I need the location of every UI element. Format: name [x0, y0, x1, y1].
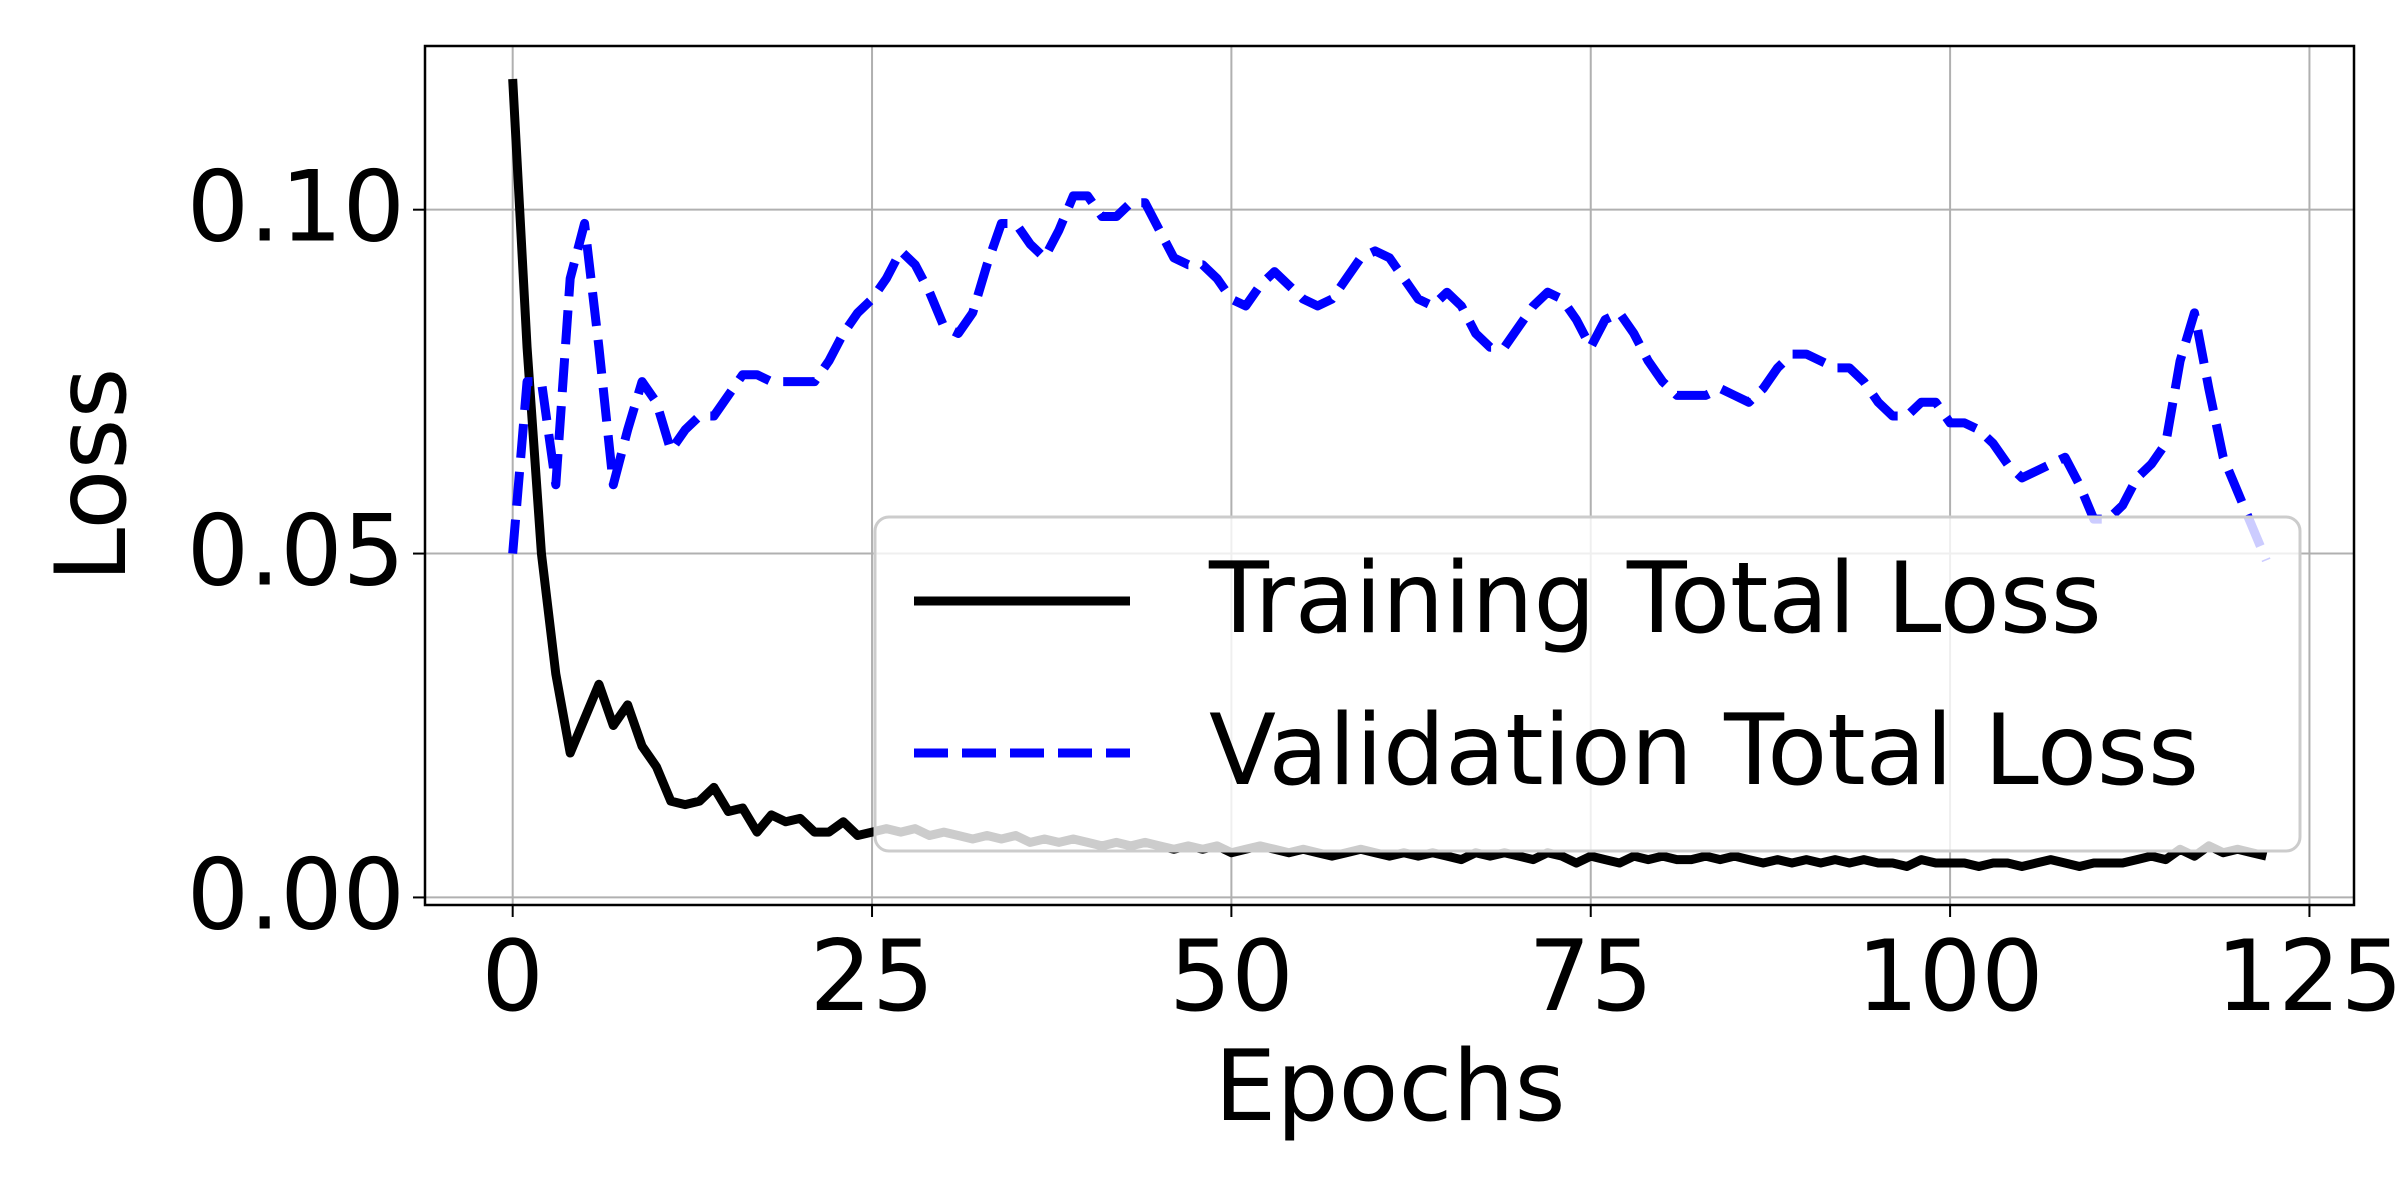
series-line	[508, 191, 2271, 563]
x-tick-label: 75	[1528, 920, 1653, 1034]
x-tick-label: 100	[1857, 920, 2044, 1034]
grid	[425, 46, 2354, 905]
ticks: 0 25 50 75 100 125 0.00 0.05 0.10	[187, 151, 2400, 1034]
series-line	[508, 78, 2268, 871]
x-tick-label: 0	[482, 920, 544, 1034]
y-tick-label: 0.05	[187, 494, 405, 608]
plot	[508, 78, 2271, 871]
legend: Training Total Loss Validation Total Loss	[873, 515, 2302, 853]
x-tick-label: 25	[810, 920, 935, 1034]
legend-label: Training Total Loss	[1208, 542, 2102, 656]
axes-frame	[423, 44, 2356, 907]
legend-box	[873, 515, 2302, 853]
x-tick-label: 125	[2216, 920, 2400, 1034]
x-axis-label: Epochs	[1214, 1030, 1565, 1144]
x-tick-label: 50	[1169, 920, 1294, 1034]
y-axis-label: Loss	[35, 368, 149, 583]
y-tick-label: 0.00	[187, 838, 405, 952]
y-tick-label: 0.10	[187, 151, 405, 265]
legend-label: Validation Total Loss	[1209, 694, 2199, 808]
